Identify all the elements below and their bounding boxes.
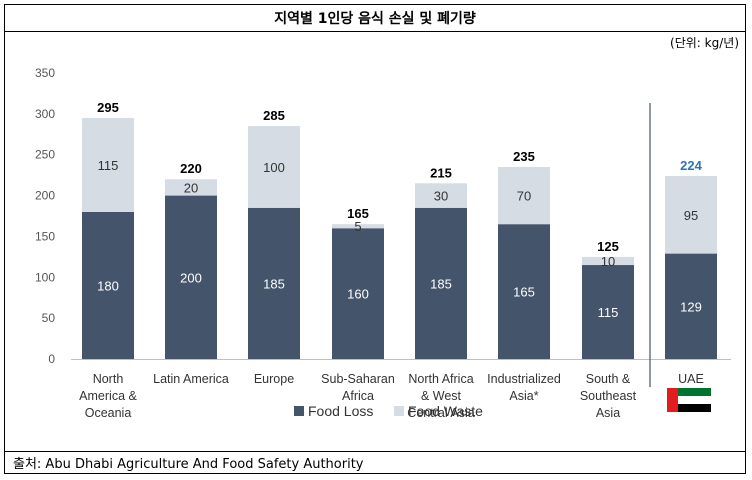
x-tick-label-line: Europe [254, 372, 294, 386]
data-label-food-loss: 185 [263, 276, 285, 291]
flag-black-stripe [678, 404, 711, 412]
data-label-total: 165 [347, 206, 369, 221]
bar-food-waste [82, 117, 134, 212]
legend-food-loss-label: Food Loss [308, 403, 373, 419]
bar-food-waste [582, 256, 634, 266]
bar-food-loss [665, 253, 717, 359]
data-label-food-loss: 165 [513, 285, 535, 300]
data-label-total: 220 [180, 161, 202, 176]
x-tick-label: Latin America [153, 372, 229, 386]
bar-food-waste [332, 224, 384, 229]
x-tick-label: UAE [678, 372, 704, 386]
data-label-total: 224 [680, 158, 702, 173]
data-label-total: 215 [430, 165, 452, 180]
bars: 1801152952002022018510028516051651853021… [82, 100, 717, 359]
data-label-food-loss: 160 [347, 287, 369, 302]
y-tick-label: 100 [35, 270, 55, 284]
y-tick-label: 350 [35, 66, 55, 80]
x-tick-label-line: Asia* [509, 389, 538, 403]
legend-food-waste-swatch [394, 406, 404, 416]
legend: Food Loss Food Waste [294, 403, 483, 419]
data-label-food-waste: 30 [434, 189, 448, 204]
bar-food-waste [415, 183, 467, 208]
legend-food-loss-swatch [294, 406, 304, 416]
x-tick-label-line: Industrialized [487, 372, 561, 386]
x-tick-label-line: Oceania [85, 406, 132, 420]
bar-food-loss [582, 265, 634, 359]
bar-food-waste [248, 126, 300, 208]
stacked-bar-chart: (단위: kg/년) 0 50 100 150 200 250 300 350 180 115 2… [35, 36, 739, 420]
x-tick-label-line: America & [79, 389, 137, 403]
flag-white-stripe [678, 396, 711, 404]
data-label-food-loss: 185 [430, 276, 452, 291]
bar-food-waste [665, 175, 717, 254]
x-tick-label-line: Sub-Saharan [321, 372, 395, 386]
bar-food-loss [332, 228, 384, 359]
x-tick-label-line: Central Asia [407, 406, 474, 420]
x-tick-label: Sub-Saharan Africa [321, 372, 395, 403]
data-label-food-loss: 200 [180, 270, 202, 285]
y-tick-label: 250 [35, 148, 55, 162]
bar-food-waste [165, 179, 217, 196]
x-tick-label: Europe [254, 372, 294, 386]
bar-food-loss [415, 207, 467, 359]
x-tick-label-line: UAE [678, 372, 704, 386]
data-label-food-waste: 20 [184, 180, 198, 195]
chart-title: 지역별 1인당 음식 손실 및 폐기량 [5, 5, 745, 32]
x-tick-label-line: Africa [342, 389, 374, 403]
data-label-food-loss: 129 [680, 299, 702, 314]
bar-food-loss [165, 195, 217, 359]
y-tick-label: 50 [42, 311, 56, 325]
x-tick-label-line: North [93, 372, 124, 386]
x-tick-label-line: South & [586, 372, 631, 386]
bar-food-loss [82, 211, 134, 359]
data-label-food-waste: 10 [601, 254, 615, 269]
y-axis: 0 50 100 150 200 250 300 350 [35, 66, 731, 366]
y-tick-label: 0 [48, 352, 55, 366]
source-note: 출처: Abu Dhabi Agriculture And Food Safet… [5, 451, 745, 473]
x-tick-label-line: Southeast [580, 389, 637, 403]
x-tick-label-line: Latin America [153, 372, 229, 386]
x-axis: North America & Oceania Latin America Europe… [79, 372, 704, 420]
x-tick-label: North Africa & West Central Asia [407, 372, 474, 420]
uae-flag-icon [667, 388, 711, 412]
bar-food-waste [498, 166, 550, 225]
y-tick-label: 300 [35, 107, 55, 121]
x-tick-label-line: Asia [596, 406, 620, 420]
flag-green-stripe [678, 388, 711, 396]
legend-food-waste-label: Food Waste [408, 403, 483, 419]
data-label-total: 295 [97, 100, 119, 115]
data-label-food-waste: 100 [263, 160, 285, 175]
bar-food-loss [248, 207, 300, 359]
flag-red-band [667, 388, 678, 412]
x-tick-label: Industrialized Asia* [487, 372, 561, 403]
data-label-food-waste: 95 [684, 208, 698, 223]
unit-note: (단위: kg/년) [670, 36, 739, 50]
data-label-food-loss: 115 [598, 305, 619, 320]
data-label-food-waste: 70 [517, 189, 531, 204]
data-label-food-waste: 115 [98, 158, 119, 173]
data-label-total: 235 [513, 149, 535, 164]
y-tick-label: 200 [35, 189, 55, 203]
chart-frame: 지역별 1인당 음식 손실 및 폐기량 (단위: kg/년) 0 50 100 150… [4, 4, 746, 474]
bar-food-loss [498, 224, 550, 359]
data-label-total: 285 [263, 108, 285, 123]
data-label-food-loss: 180 [97, 278, 119, 293]
x-tick-label: South & Southeast Asia [580, 372, 637, 420]
x-tick-label: North America & Oceania [79, 372, 137, 420]
y-tick-label: 150 [35, 229, 55, 243]
x-tick-label-line: & West [421, 389, 462, 403]
data-label-total: 125 [597, 239, 619, 254]
data-label-food-waste: 5 [354, 219, 361, 234]
x-tick-label-line: North Africa [408, 372, 473, 386]
